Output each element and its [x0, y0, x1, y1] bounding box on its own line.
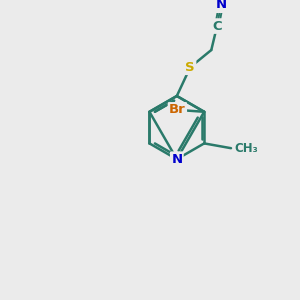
Text: Br: Br [169, 103, 186, 116]
Text: N: N [215, 0, 226, 11]
Text: S: S [185, 61, 195, 74]
Text: CH₃: CH₃ [235, 142, 259, 155]
Text: N: N [171, 153, 182, 166]
Text: C: C [212, 20, 222, 33]
